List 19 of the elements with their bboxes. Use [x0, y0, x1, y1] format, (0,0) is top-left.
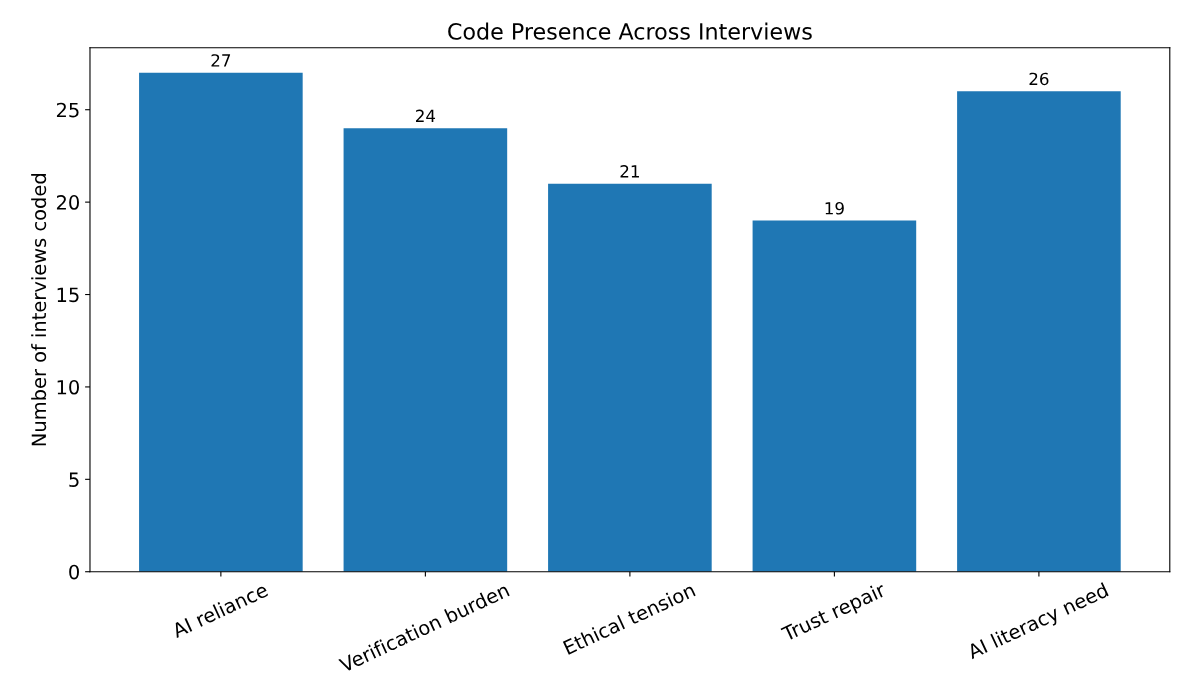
- bar: [139, 72, 303, 572]
- data-label: 27: [211, 54, 231, 67]
- bar: [343, 128, 508, 572]
- y-tick-label: 15: [57, 287, 79, 303]
- y-tick-label: 20: [56, 195, 79, 210]
- y-tick-label: 0: [69, 564, 79, 580]
- y-tick-label: 10: [57, 379, 79, 395]
- data-label: 24: [416, 109, 436, 122]
- bar: [752, 220, 917, 572]
- x-tick-label: Trust repair: [780, 581, 889, 646]
- data-label: 21: [620, 165, 639, 178]
- y-tick-label: 25: [56, 102, 79, 118]
- y-axis-title: Number of interviews coded: [31, 174, 47, 446]
- data-label: 19: [825, 201, 844, 215]
- chart-title: Code Presence Across Interviews: [448, 22, 812, 40]
- bar: [957, 91, 1121, 572]
- data-label: 26: [1029, 72, 1049, 86]
- y-tick-label: 5: [69, 472, 79, 487]
- bar: [548, 183, 712, 572]
